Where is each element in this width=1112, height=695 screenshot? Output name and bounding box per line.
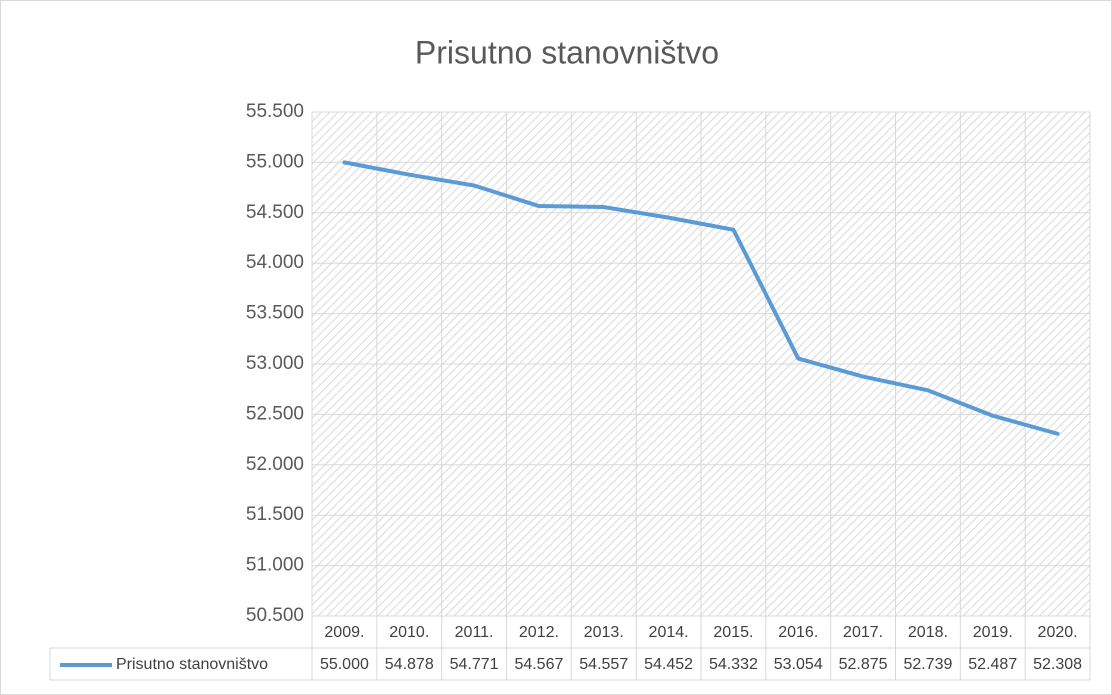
x-tick-label: 2015. (713, 624, 753, 641)
x-tick-label: 2019. (973, 624, 1013, 641)
y-tick-label: 51.000 (246, 555, 304, 576)
x-tick-label: 2018. (908, 624, 948, 641)
data-table-value: 53.054 (774, 656, 823, 673)
y-tick-label: 55.500 (246, 101, 304, 122)
x-tick-label: 2011. (455, 624, 494, 641)
data-table-value: 52.487 (968, 656, 1017, 673)
y-tick-label: 50.500 (246, 605, 304, 626)
y-tick-label: 54.000 (246, 252, 304, 273)
y-tick-label: 54.500 (246, 202, 304, 223)
x-tick-label: 2016. (778, 624, 818, 641)
data-table-value: 54.332 (709, 656, 758, 673)
y-tick-label: 51.500 (246, 504, 304, 525)
data-table-value: 54.771 (450, 656, 499, 673)
legend-label: Prisutno stanovništvo (116, 656, 268, 673)
y-tick-label: 53.500 (246, 303, 304, 324)
x-tick-label: 2010. (389, 624, 429, 641)
data-table-value: 54.567 (514, 656, 563, 673)
x-tick-label: 2020. (1038, 624, 1078, 641)
y-tick-label: 55.000 (246, 151, 304, 172)
data-table-value: 54.452 (644, 656, 693, 673)
data-table-value: 52.308 (1033, 656, 1082, 673)
data-line (342, 160, 1060, 436)
data-table-value: 52.739 (903, 656, 952, 673)
data-table-value: 54.878 (385, 656, 434, 673)
x-tick-label: 2013. (584, 624, 624, 641)
x-tick-label: 2017. (843, 624, 883, 641)
data-table-value: 55.000 (320, 656, 369, 673)
x-tick-label: 2009. (324, 624, 364, 641)
chart-title: Prisutno stanovništvo (415, 34, 719, 70)
y-tick-label: 53.000 (246, 353, 304, 374)
y-tick-label: 52.000 (246, 454, 304, 475)
x-tick-label: 2014. (649, 624, 689, 641)
x-tick-label: 2012. (519, 624, 559, 641)
data-table-value: 54.557 (579, 656, 628, 673)
y-tick-label: 52.500 (246, 403, 304, 424)
data-table-value: 52.875 (839, 656, 888, 673)
